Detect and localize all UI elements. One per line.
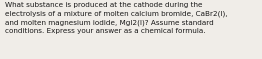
Text: What substance is produced at the cathode during the
electrolysis of a mixture o: What substance is produced at the cathod… <box>5 2 227 34</box>
